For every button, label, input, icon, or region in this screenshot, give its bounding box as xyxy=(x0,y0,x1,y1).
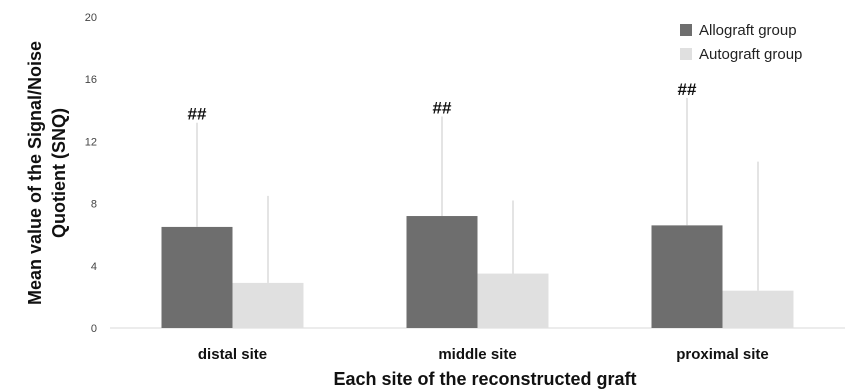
y-tick-label: 20 xyxy=(85,12,97,24)
y-axis-title-line-2: Quotient (SNQ) xyxy=(49,108,69,238)
y-axis-ticks: 0 4 8 12 16 20 xyxy=(85,12,97,335)
y-axis-title-line-1: Mean value of the Signal/Noise xyxy=(25,41,45,305)
plot-area: ## ## ## xyxy=(110,80,845,329)
legend-swatch xyxy=(680,24,692,36)
bar-allograft-group-distal-site xyxy=(161,226,233,328)
x-axis-category-labels: distal site middle site proximal site xyxy=(198,346,769,363)
legend-swatch xyxy=(680,48,692,60)
y-tick-label: 12 xyxy=(85,136,97,148)
legend: Allograft group Autograft group xyxy=(680,22,802,63)
bar-autograft-group-proximal-site xyxy=(722,290,794,328)
bar-allograft-group-middle-site xyxy=(406,216,478,328)
x-category-label: distal site xyxy=(198,346,267,363)
legend-label: Allograft group xyxy=(699,22,797,39)
y-tick-label: 0 xyxy=(91,323,97,335)
y-tick-label: 8 xyxy=(91,199,97,211)
legend-label: Autograft group xyxy=(699,46,802,63)
bar-autograft-group-distal-site xyxy=(232,282,304,328)
y-tick-label: 4 xyxy=(91,261,97,273)
bar-autograft-group-middle-site xyxy=(477,273,549,328)
y-axis-title: Mean value of the Signal/Noise Quotient (… xyxy=(25,41,69,305)
x-category-label: middle site xyxy=(438,346,516,363)
y-tick-label: 16 xyxy=(85,74,97,86)
significance-marker: ## xyxy=(433,99,452,118)
significance-marker: ## xyxy=(188,105,207,124)
bar-allograft-group-proximal-site xyxy=(651,225,723,328)
significance-marker: ## xyxy=(678,80,697,99)
x-axis-title: Each site of the reconstructed graft xyxy=(333,369,636,389)
x-category-label: proximal site xyxy=(676,346,769,363)
